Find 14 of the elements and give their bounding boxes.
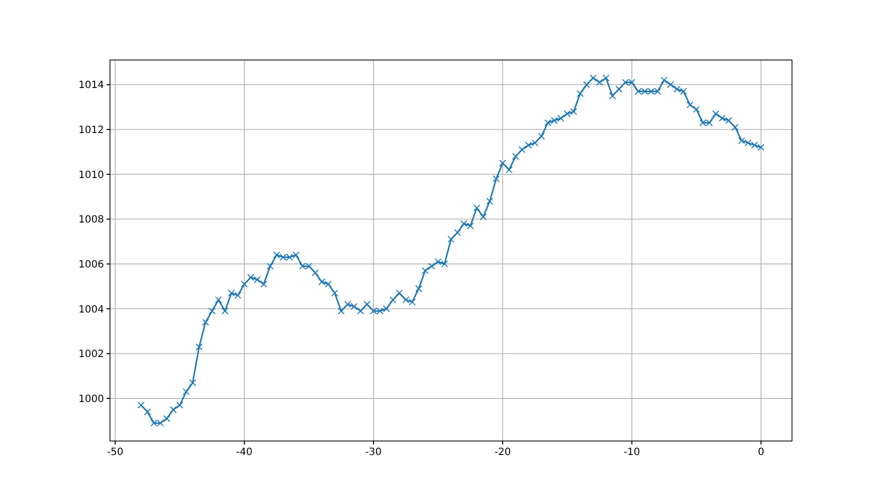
x-tick-label: 0 [758,447,764,458]
y-tick-label: 1004 [78,304,104,316]
x-tick-label: -10 [624,447,640,458]
y-tick-label: 1002 [78,349,104,360]
y-tick-label: 1010 [78,170,104,181]
y-tick-label: 1012 [78,124,104,136]
y-tick-label: 1008 [78,214,104,226]
x-tick-label: -40 [236,447,253,458]
x-tick-label: -30 [365,447,382,458]
y-tick-label: 1006 [78,259,104,270]
x-tick-label: -50 [106,447,124,458]
y-tick-label: 1000 [78,394,104,405]
y-tick-label: 1014 [78,80,104,92]
x-tick-label: -20 [494,447,511,458]
